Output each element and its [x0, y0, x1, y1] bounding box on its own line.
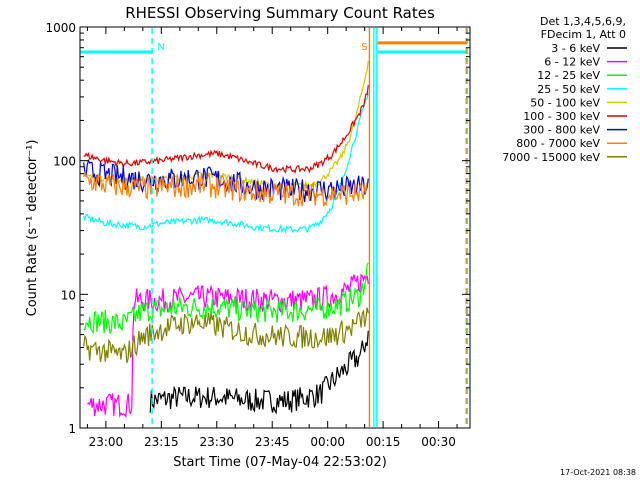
x-axis-label: Start Time (07-May-04 22:53:02) [173, 455, 387, 470]
y-axis-ticks: 1 10 100 1000 [45, 21, 470, 436]
y-tick-label-2: 100 [53, 155, 76, 169]
legend-label-1: 6 - 12 keV [544, 56, 600, 69]
x-tick-label-3: 23:45 [255, 435, 290, 449]
y-tick-label-3: 1000 [45, 21, 76, 35]
legend-label-4: 50 - 100 keV [530, 96, 600, 109]
x-tick-label-4: 00:00 [310, 435, 345, 449]
chart-title: RHESSI Observing Summary Count Rates [125, 4, 435, 22]
x-tick-label-5: 00:15 [366, 435, 401, 449]
series-layer [83, 60, 369, 419]
legend-header-line-1: Det 1,3,4,5,6,9, [540, 15, 626, 28]
y-axis-label: Count Rate (s⁻¹ detector⁻¹) [25, 140, 40, 317]
x-tick-label-0: 23:00 [89, 435, 124, 449]
legend: Det 1,3,4,5,6,9, FDecim 1, Att 0 3 - 6 k… [502, 15, 627, 164]
legend-label-6: 300 - 800 keV [523, 124, 600, 137]
x-tick-label-2: 23:30 [199, 435, 234, 449]
timestamp: 17-Oct-2021 08:38 [560, 468, 636, 477]
y-tick-label-0: 1 [68, 422, 76, 436]
legend-label-7: 800 - 7000 keV [516, 137, 600, 150]
series-line-0 [149, 330, 369, 415]
annotation-label-1: S [361, 42, 367, 53]
series-line-5 [83, 84, 369, 174]
plot-frame [79, 26, 471, 429]
annotation-label-0: N [157, 42, 164, 53]
legend-header-line-2: FDecim 1, Att 0 [541, 28, 626, 41]
legend-label-3: 25 - 50 keV [537, 83, 600, 96]
series-line-7 [83, 171, 368, 207]
x-axis-ticks: 23:00 23:15 23:30 23:45 00:00 00:15 00:30 [86, 27, 458, 449]
legend-label-8: 7000 - 15000 keV [502, 151, 600, 164]
series-line-2 [83, 262, 369, 334]
legend-label-2: 12 - 25 keV [537, 69, 600, 82]
x-tick-label-6: 00:30 [421, 435, 456, 449]
x-tick-label-1: 23:15 [144, 435, 179, 449]
y-tick-label-1: 10 [61, 288, 76, 302]
legend-label-0: 3 - 6 keV [551, 42, 600, 55]
legend-label-5: 100 - 300 keV [523, 110, 600, 123]
series-line-3 [83, 92, 369, 234]
series-line-8 [83, 307, 369, 364]
